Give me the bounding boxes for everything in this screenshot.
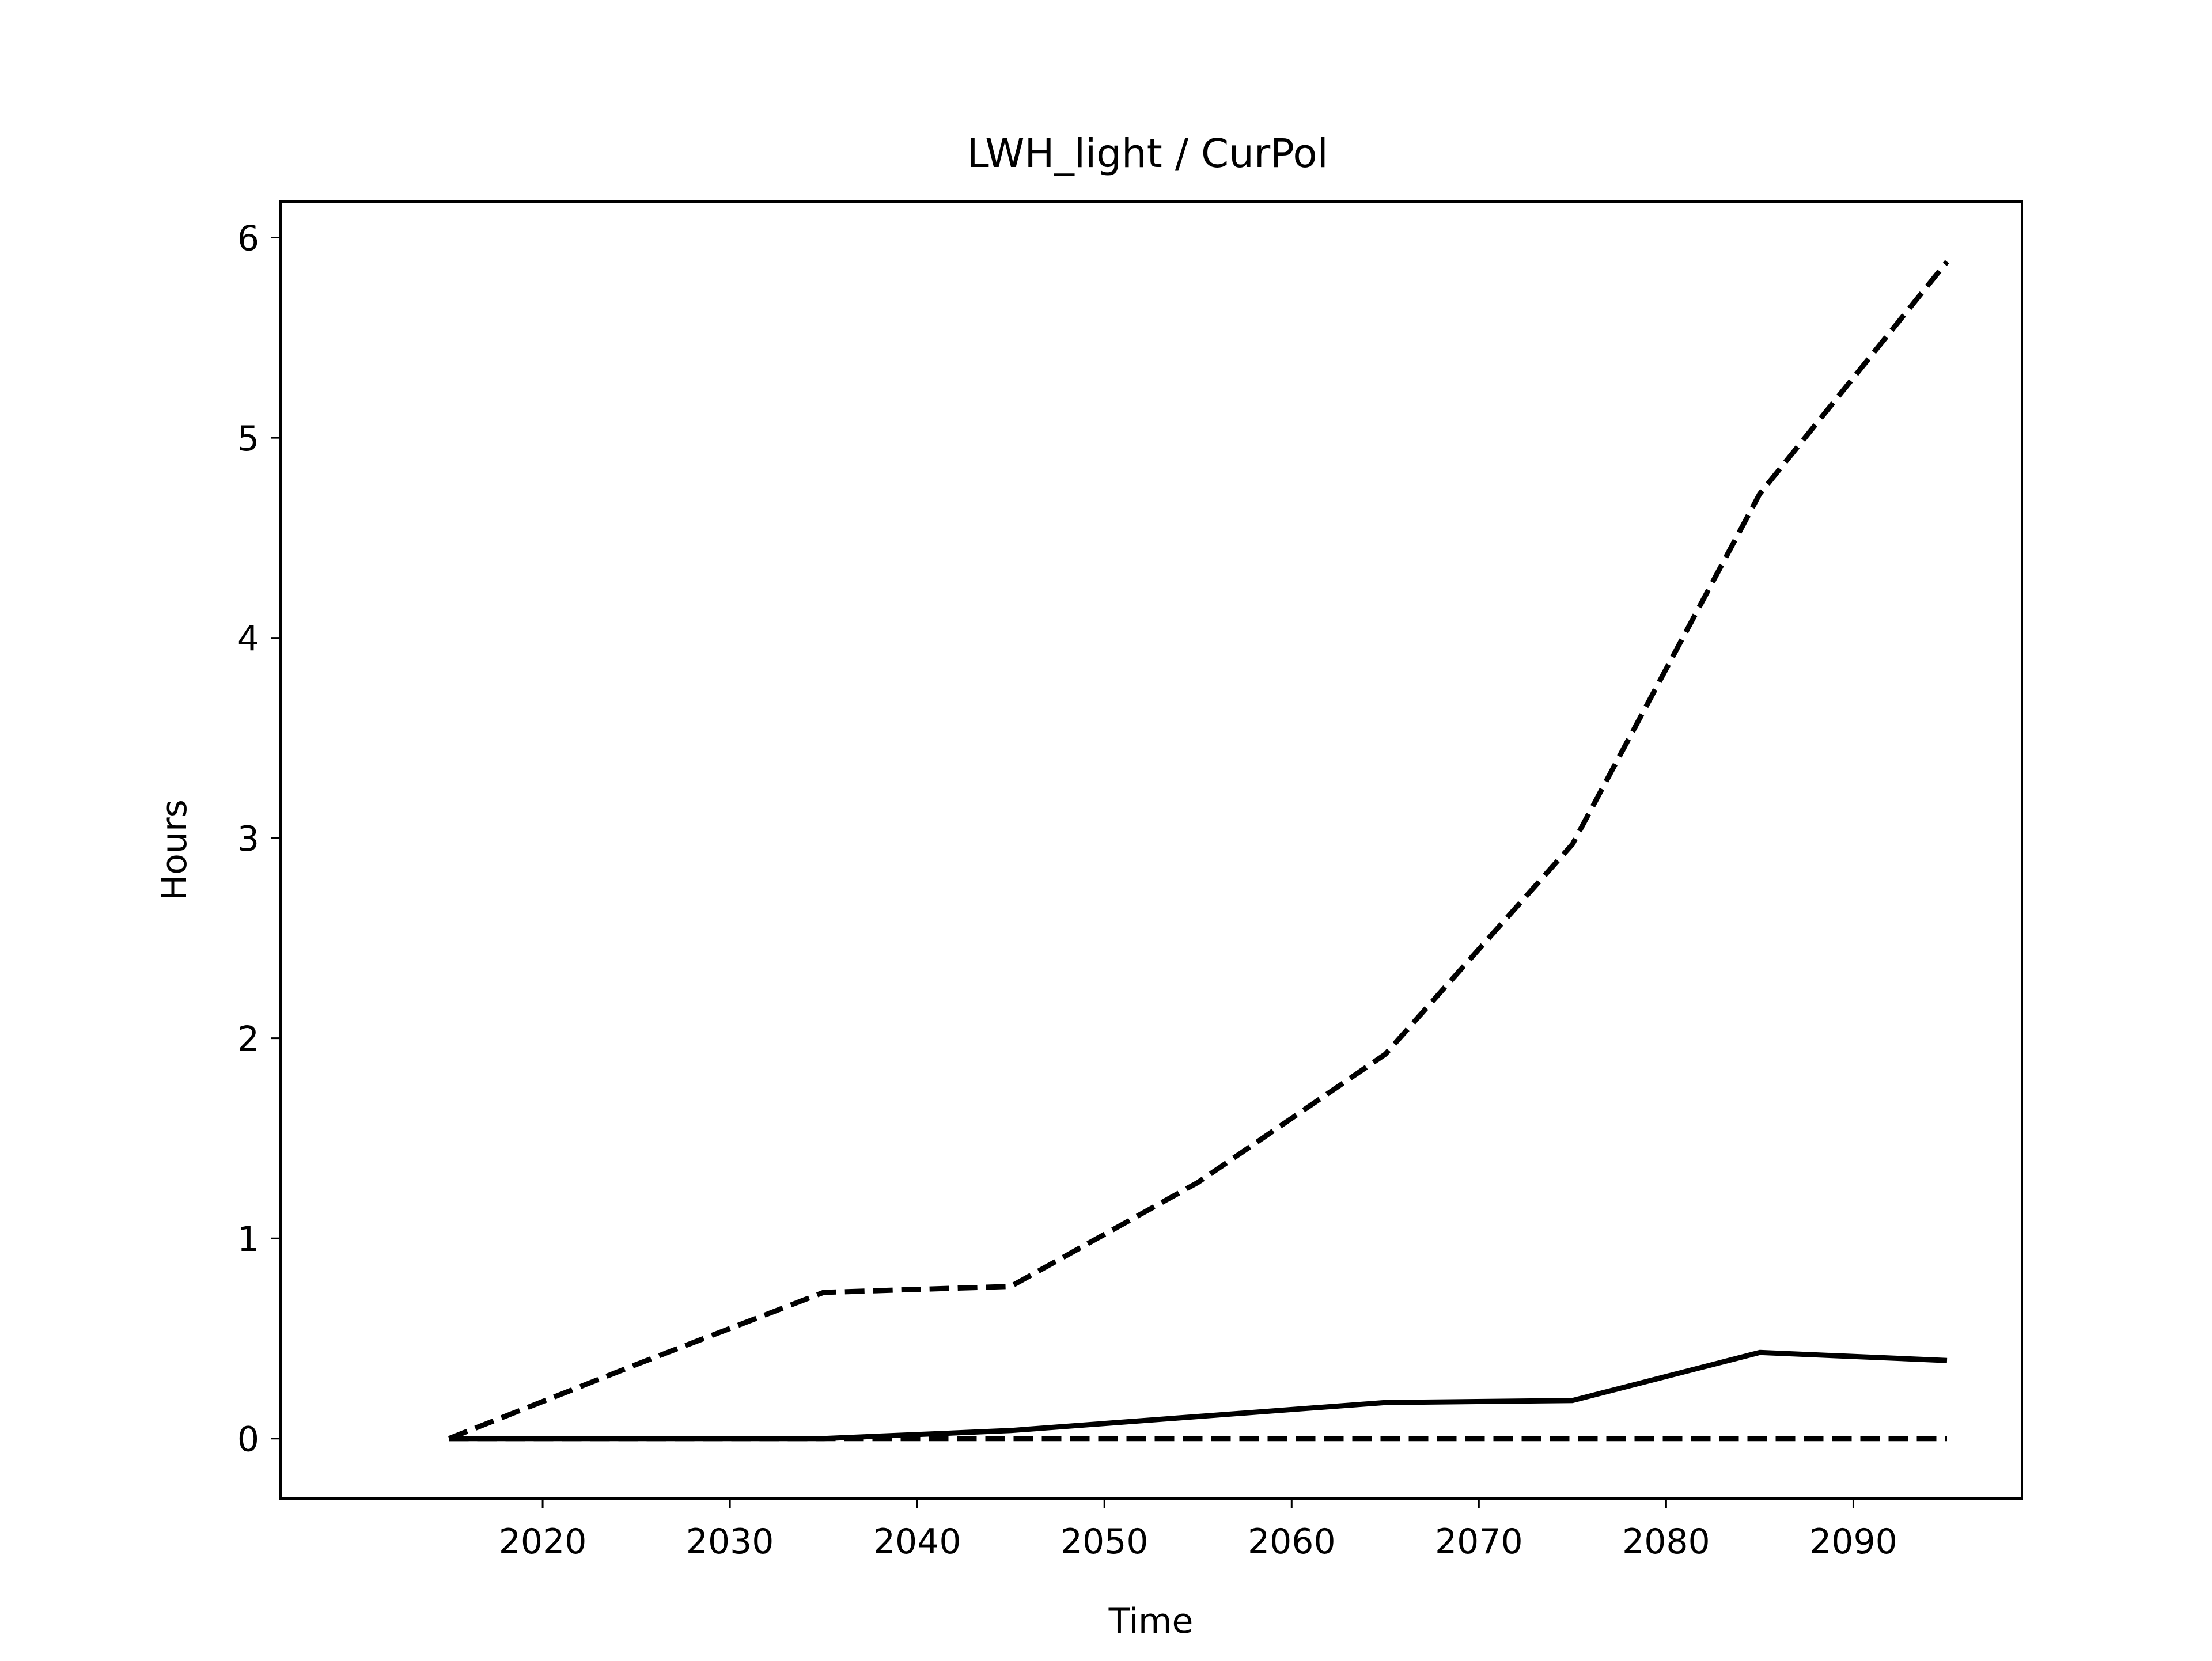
plot-frame <box>279 200 2023 1500</box>
y-tick-label: 5 <box>237 419 259 459</box>
x-axis-ticks: 2020 2030 2040 2050 2060 2070 2080 2090 <box>499 1499 1897 1562</box>
y-tick-label: 2 <box>237 1019 259 1060</box>
y-tick-label: 6 <box>237 219 259 259</box>
x-tick-label: 2050 <box>1060 1522 1149 1562</box>
y-axis-label: Hours <box>154 799 195 901</box>
x-tick-label: 2070 <box>1435 1522 1523 1562</box>
y-tick-label: 1 <box>237 1219 259 1260</box>
x-tick-label: 2060 <box>1248 1522 1336 1562</box>
x-tick-label: 2080 <box>1622 1522 1710 1562</box>
x-tick-label: 2090 <box>1809 1522 1897 1562</box>
chart-title: LWH_light / CurPol <box>967 131 1328 177</box>
series-line-1 <box>448 260 1949 1441</box>
x-tick-label: 2030 <box>686 1522 774 1562</box>
y-tick-label: 4 <box>237 619 259 659</box>
x-tick-label: 2020 <box>499 1522 587 1562</box>
y-axis-ticks: 0 1 2 3 4 5 6 <box>237 219 281 1460</box>
y-tick-label: 3 <box>237 819 259 859</box>
series-layer <box>448 260 1949 1442</box>
x-tick-label: 2040 <box>873 1522 961 1562</box>
series-line-2 <box>449 1349 1948 1442</box>
x-axis-label: Time <box>1108 1601 1194 1641</box>
y-tick-label: 0 <box>237 1420 259 1460</box>
